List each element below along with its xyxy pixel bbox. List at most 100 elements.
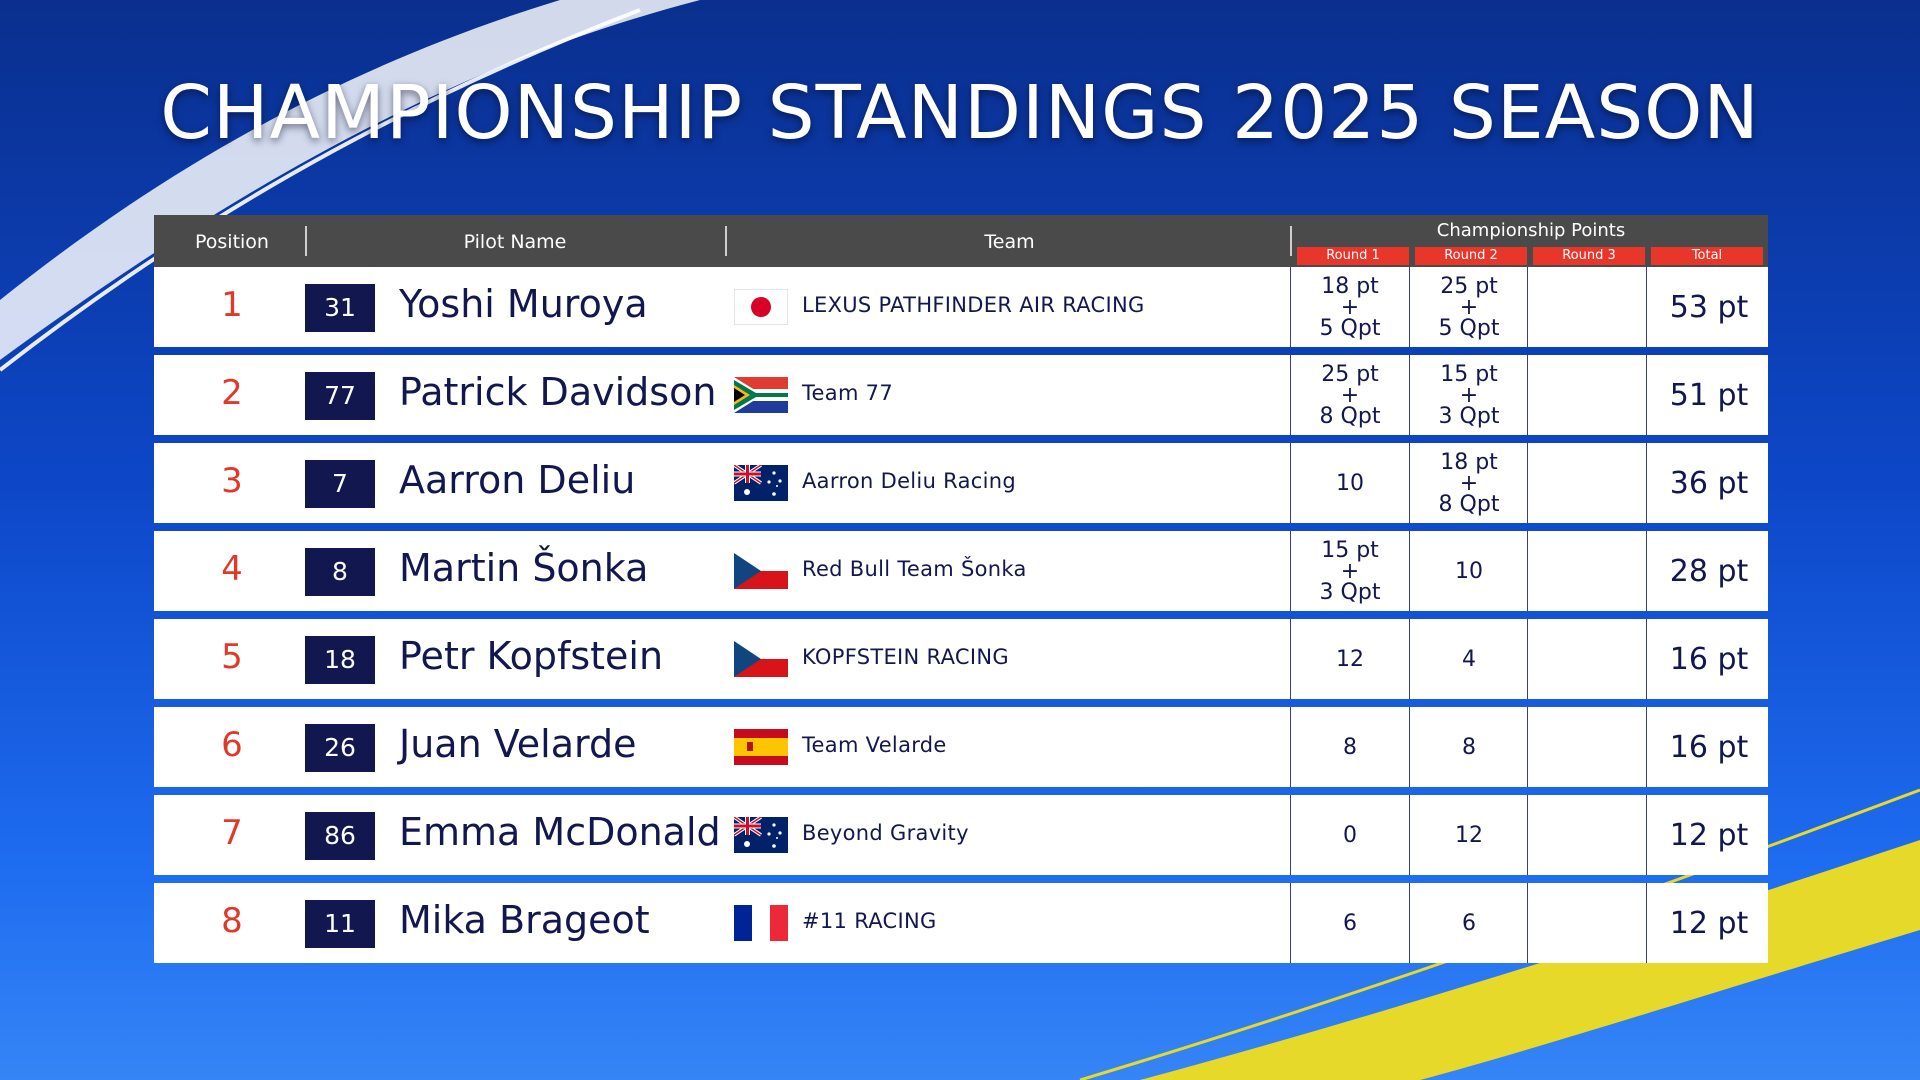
team-name: KOPFSTEIN RACING (802, 645, 1009, 669)
total-points: 28 pt (1669, 553, 1749, 589)
round-3-points (1528, 355, 1646, 435)
total-points: 51 pt (1669, 377, 1749, 413)
column-divider (1646, 883, 1647, 963)
total-points: 53 pt (1669, 289, 1749, 325)
points-line: 3 Qpt (1438, 403, 1500, 429)
points-line: 4 (1462, 646, 1476, 672)
australia-flag-icon (734, 817, 788, 853)
australia-flag-icon (734, 465, 788, 501)
points-line: 6 (1462, 910, 1476, 936)
round-3-points (1528, 267, 1646, 347)
team-name: Red Bull Team Šonka (802, 557, 1027, 581)
points-line: 15 pt (1321, 537, 1379, 563)
round-3-points (1528, 531, 1646, 611)
points-line: + (1459, 470, 1479, 496)
team-name: #11 RACING (802, 909, 937, 933)
column-divider (1290, 883, 1291, 963)
total-points: 36 pt (1669, 465, 1749, 501)
column-divider (1646, 707, 1647, 787)
team-name: LEXUS PATHFINDER AIR RACING (802, 293, 1145, 317)
round-2-points: 6 (1410, 883, 1528, 963)
column-divider (1646, 531, 1647, 611)
team-name: Aarron Deliu Racing (802, 469, 1016, 493)
round-2-points: 12 (1410, 795, 1528, 875)
table-row: 6 26 Juan Velarde Team Velarde 8 8 16 pt (154, 707, 1768, 787)
race-number-badge: 26 (305, 724, 375, 772)
round-3-points (1528, 619, 1646, 699)
points-line: 10 (1455, 558, 1483, 584)
header-pilot-name: Pilot Name (463, 231, 567, 253)
pilot-name: Emma McDonald (399, 810, 721, 854)
column-divider (1409, 707, 1410, 787)
column-divider (1527, 355, 1528, 435)
column-divider (1290, 443, 1291, 523)
header-team: Team (984, 231, 1035, 253)
header-separator (305, 226, 307, 256)
round-2-points: 8 (1410, 707, 1528, 787)
czech-flag-icon (734, 641, 788, 677)
total-points: 16 pt (1669, 641, 1749, 677)
header-round-3: Round 3 (1533, 247, 1645, 265)
race-number-badge: 7 (305, 460, 375, 508)
points-line: 10 (1336, 470, 1364, 496)
race-number-badge: 86 (305, 812, 375, 860)
pilot-name: Patrick Davidson (399, 370, 717, 414)
column-divider (1409, 355, 1410, 435)
team-name: Team 77 (802, 381, 894, 405)
column-divider (1527, 883, 1528, 963)
south-africa-flag-icon (734, 377, 788, 413)
column-divider (1409, 795, 1410, 875)
table-row: 3 7 Aarron Deliu Aarron Deliu Racing 10 … (154, 443, 1768, 523)
column-divider (1527, 795, 1528, 875)
position-number: 1 (221, 285, 243, 325)
points-line: 8 (1462, 734, 1476, 760)
column-divider (1290, 619, 1291, 699)
column-divider (1409, 267, 1410, 347)
table-row: 1 31 Yoshi Muroya LEXUS PATHFINDER AIR R… (154, 267, 1768, 347)
round-1-points: 12 (1291, 619, 1409, 699)
round-1-points: 8 (1291, 707, 1409, 787)
round-1-points: 10 (1291, 443, 1409, 523)
pilot-name: Martin Šonka (399, 546, 649, 590)
column-divider (1290, 795, 1291, 875)
points-line: + (1340, 294, 1360, 320)
total-points: 12 pt (1669, 817, 1749, 853)
round-3-points (1528, 795, 1646, 875)
points-line: 15 pt (1440, 361, 1498, 387)
round-1-points: 18 pt +5 Qpt (1291, 267, 1409, 347)
points-line: + (1340, 558, 1360, 584)
column-divider (1290, 355, 1291, 435)
position-number: 5 (221, 637, 243, 677)
round-1-points: 25 pt +8 Qpt (1291, 355, 1409, 435)
header-round-2: Round 2 (1415, 247, 1527, 265)
spain-flag-icon (734, 729, 788, 765)
race-number-badge: 77 (305, 372, 375, 420)
page-title: CHAMPIONSHIP STANDINGS 2025 SEASON (160, 70, 1760, 156)
japan-flag-icon (734, 289, 788, 325)
column-divider (1290, 531, 1291, 611)
points-line: 25 pt (1321, 361, 1379, 387)
france-flag-icon (734, 905, 788, 941)
points-line: 5 Qpt (1438, 315, 1500, 341)
points-line: + (1340, 382, 1360, 408)
header-championship-points: Championship Points (1436, 220, 1626, 241)
points-line: 12 (1455, 822, 1483, 848)
column-divider (1646, 443, 1647, 523)
column-divider (1527, 619, 1528, 699)
header-round-1: Round 1 (1297, 247, 1409, 265)
points-line: 0 (1343, 822, 1357, 848)
race-number-badge: 11 (305, 900, 375, 948)
pilot-name: Petr Kopfstein (399, 634, 664, 678)
round-2-points: 18 pt +8 Qpt (1410, 443, 1528, 523)
race-number-badge: 8 (305, 548, 375, 596)
position-number: 4 (221, 549, 243, 589)
position-number: 8 (221, 901, 243, 941)
points-line: 8 (1343, 734, 1357, 760)
header-position: Position (195, 231, 269, 253)
table-row: 7 86 Emma McDonald Beyond Gravity 0 12 1… (154, 795, 1768, 875)
round-2-points: 25 pt +5 Qpt (1410, 267, 1528, 347)
table-row: 5 18 Petr Kopfstein KOPFSTEIN RACING 12 … (154, 619, 1768, 699)
table-row: 2 77 Patrick Davidson Team 77 25 pt +8 Qp… (154, 355, 1768, 435)
points-line: 8 Qpt (1438, 491, 1500, 517)
points-line: 8 Qpt (1319, 403, 1381, 429)
